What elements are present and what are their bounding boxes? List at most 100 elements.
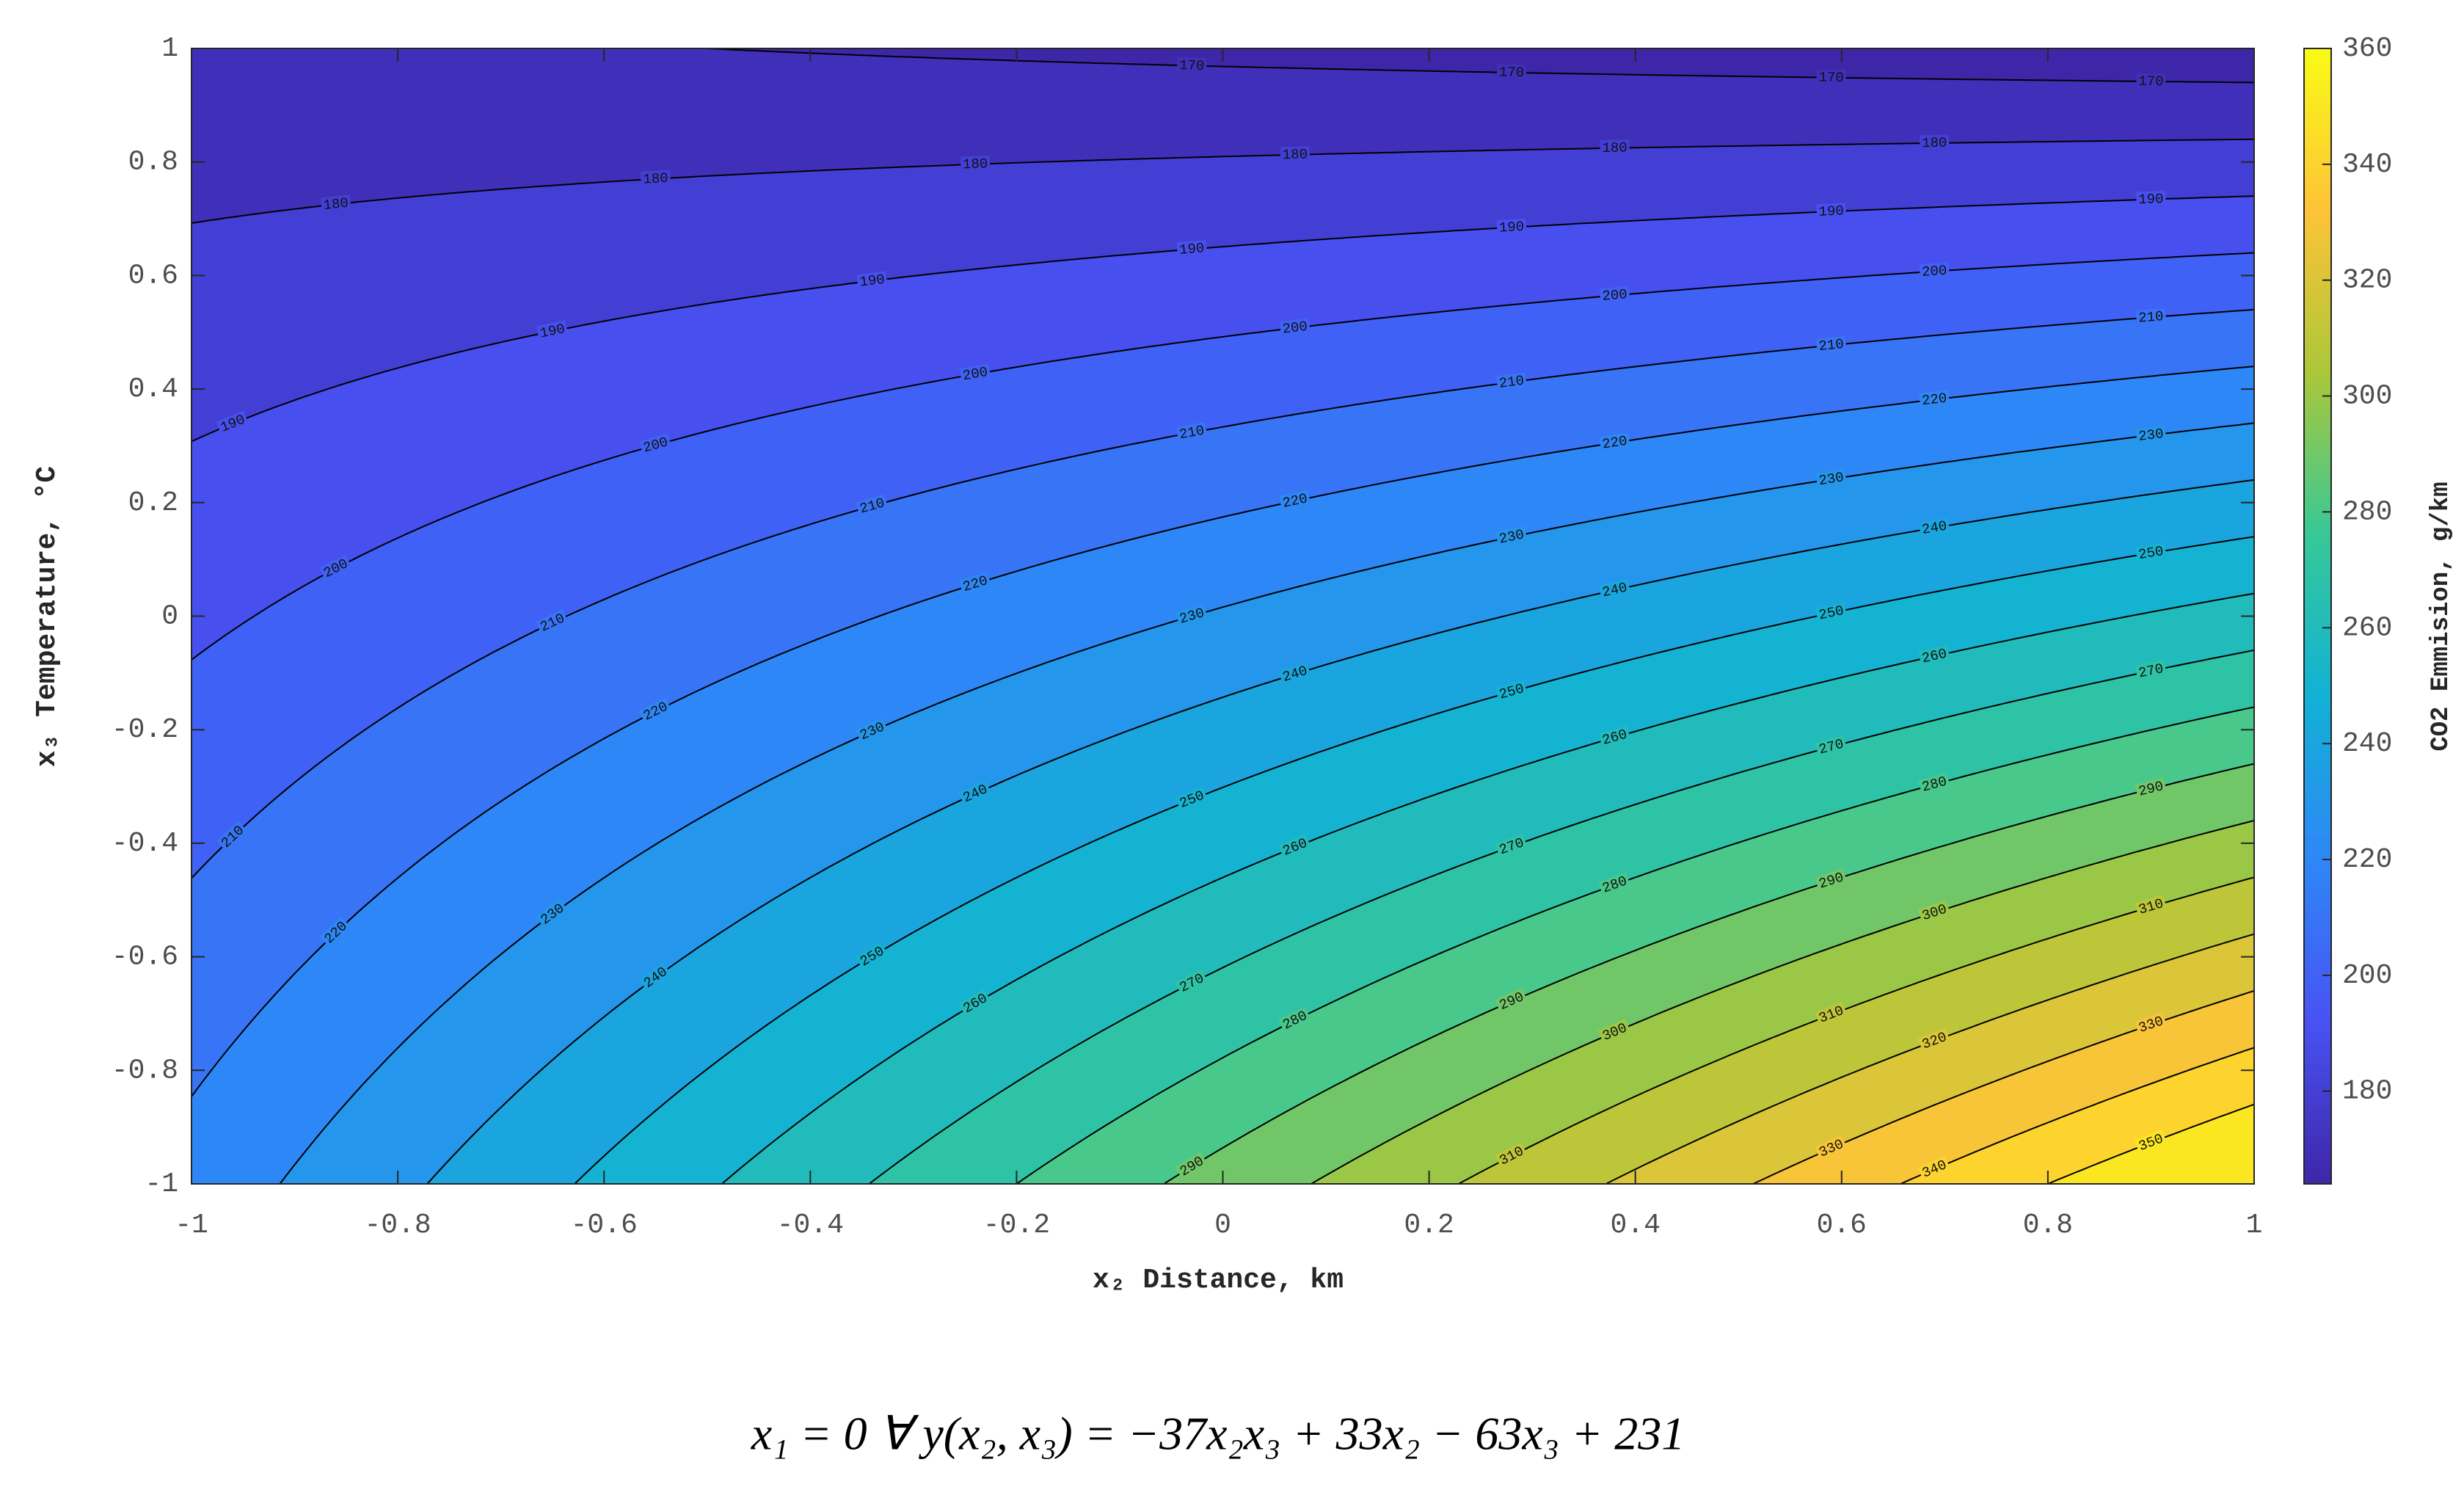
contour-label-gap [1175,969,1209,997]
contour-label-gap [1918,517,1950,539]
contour-label: 170 [1179,57,1205,74]
contour-label-gap [2135,425,2167,446]
contour-label-gap [318,554,353,583]
contour-label-gap [2135,660,2168,683]
contour-label-gap [1919,262,1950,280]
contour-line [721,592,2254,1184]
contour-label: 180 [643,170,668,188]
contour-label-gap [1279,318,1311,338]
contour-label-gap [856,494,889,518]
contour-line [192,252,2254,661]
contour-label-gap [536,608,569,636]
contour-line [192,308,2254,879]
contour-label-gap [216,410,249,437]
x-tick-label: 0 [1214,1210,1231,1241]
contour-label-gap [536,320,569,343]
colorbar-tick-label: 320 [2342,265,2392,297]
contour-label-gap [1599,432,1631,454]
contour-label: 210 [1498,373,1526,392]
contour-label: 220 [1921,390,1948,410]
contour-label: 180 [1283,146,1308,163]
contour-label-gap [1815,1001,1848,1028]
contour-label: 170 [1499,65,1525,81]
contour-label: 190 [1818,203,1844,219]
contour-label: 200 [1602,286,1628,305]
contour-label: 230 [2137,426,2165,445]
contour-label: 190 [1498,219,1524,236]
contour-label-gap [638,962,673,993]
contour-label: 210 [1818,336,1845,355]
colorbar-tick-label: 300 [2342,381,2392,412]
contour-labels: 170 170 170 170 180 180 180 180 180 180 190 190 190 1… [216,57,2168,1182]
y-tick-label: -0.6 [112,942,178,973]
contour-line [1457,876,2254,1184]
x-axis-label: x₂ Distance, km [1093,1265,1344,1296]
contour-label-gap [1496,64,1527,81]
contour-label-gap [1496,218,1527,236]
contour-label-gap [2135,895,2168,919]
y-axis-label: x₃ Temperature, °C [32,466,63,767]
y-tick-label: 0 [161,601,178,633]
contour-label-gap [1495,372,1528,393]
contour-label-gap [959,363,991,385]
contour-label-gap [638,697,673,725]
contour-label-gap [958,572,992,596]
contour-label-gap [1278,662,1312,686]
contour-label: 180 [1602,139,1628,156]
contour-line [192,138,2254,224]
contour-line [1751,990,2254,1184]
contour-label: 190 [2138,191,2164,208]
contour-label: 190 [1178,240,1205,258]
contour-label-gap [1176,239,1208,259]
contour-label: 200 [1282,319,1309,338]
contour-label-gap [1495,834,1528,859]
y-tick-label: -0.2 [112,714,178,746]
x-tick-label: -1 [175,1210,208,1241]
equation: x₁ = 0 ∀ y(x₂, x₃) = −37x₂x₃ + 33x₂ − 63… [751,1408,1685,1460]
contour-label-gap [536,898,569,930]
contour-label-gap [1495,988,1528,1015]
contour-label-gap [1175,1152,1209,1182]
colorbar-tick-label: 220 [2342,844,2392,876]
contour-line [867,649,2254,1184]
x-tick-label: 1 [2246,1210,2263,1241]
contour-label-gap [2136,190,2166,208]
contour-label-gap [958,989,992,1018]
x-tick-label: 0.6 [1817,1210,1867,1241]
contour-label-gap [320,194,351,214]
contour-label-gap [216,821,249,853]
contour-lines [192,48,2254,1184]
x-tick-label: 0.8 [2023,1210,2073,1241]
contour-label-gap [1175,421,1209,443]
contour-label-gap [1816,69,1846,87]
contour-label-gap [1280,146,1311,164]
contour-label-gap [1495,1142,1528,1170]
contour-label-gap [1917,1155,1952,1182]
contour-line [192,366,2254,1097]
contour-label-gap [640,170,671,188]
contour-label-gap [1177,57,1207,75]
colorbar-tick-label: 340 [2342,149,2392,181]
contour-label: 170 [2138,73,2163,90]
contour-label: 230 [1818,469,1845,489]
contour-label-gap [1815,735,1848,759]
contour-label-gap [1600,139,1630,157]
contour-label-gap [1918,644,1951,667]
colorbar-label: CO2 Emmision, g/km [2427,481,2455,751]
y-tick-label: -0.4 [112,828,178,859]
x-tick-label: -0.6 [571,1210,638,1241]
colorbar-tick-label: 260 [2342,612,2392,644]
contour-line [573,536,2254,1184]
contour-label-gap [1815,1135,1848,1162]
contour-label-gap [2134,1130,2168,1156]
contour-label-gap [856,271,888,291]
contour-line [1015,706,2254,1184]
contour-label-gap [1919,390,1950,410]
contour-label-gap [1917,1028,1951,1054]
y-tick-label: 0.8 [128,147,178,178]
colorbar-tick-label: 240 [2342,728,2392,760]
contour-label-gap [1918,772,1951,796]
colorbar-tick-label: 360 [2342,33,2392,65]
contour-line [1604,933,2254,1184]
